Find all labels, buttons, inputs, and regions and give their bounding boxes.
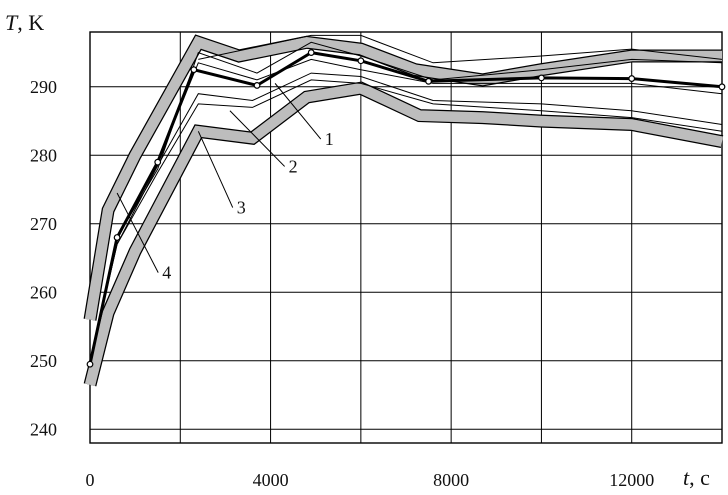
callout-leader-4 — [116, 192, 159, 273]
data-point — [357, 57, 365, 65]
x-axis-unit: , c — [689, 465, 710, 490]
callout-leader-2 — [229, 110, 285, 167]
band-lower-fill — [84, 82, 723, 387]
callout-leader-3 — [197, 131, 234, 208]
x-axis-label: t, c — [683, 465, 710, 490]
x-tick-labels: 0 4000 8000 12000 — [86, 470, 655, 490]
y-axis-variable: T — [5, 10, 19, 35]
data-point — [307, 49, 315, 56]
y-tick-labels: 240 250 260 270 280 290 — [30, 77, 57, 439]
thin-3-line — [89, 72, 723, 361]
thin-4-line — [89, 79, 723, 361]
callouts: 1 2 3 4 — [116, 83, 334, 283]
data-markers — [86, 49, 726, 368]
callout-label-1: 1 — [325, 129, 334, 149]
x-tick-label: 12000 — [609, 470, 654, 490]
callout-label-4: 4 — [162, 263, 171, 283]
data-point — [190, 66, 198, 74]
measured-line — [88, 51, 723, 365]
y-axis-unit: , K — [17, 10, 44, 35]
y-tick-label: 270 — [30, 214, 57, 234]
data-point — [113, 234, 121, 241]
band-upper-fill — [84, 35, 722, 321]
callout-leader-1 — [274, 83, 322, 140]
data-point — [86, 360, 94, 368]
callout-label-2: 2 — [289, 156, 298, 176]
data-point — [425, 77, 432, 85]
plot-frame — [89, 31, 723, 444]
x-axis-variable: t — [683, 465, 690, 490]
band-lower-outline — [83, 81, 724, 387]
y-tick-label: 260 — [30, 282, 57, 302]
uncertainty-band — [83, 34, 724, 387]
y-tick-label: 290 — [30, 77, 57, 97]
band-upper-outline — [83, 34, 722, 321]
y-axis-label: T, K — [5, 10, 44, 35]
grid — [89, 31, 723, 444]
x-tick-label: 4000 — [253, 470, 289, 490]
data-point — [538, 74, 545, 82]
callout-label-3: 3 — [237, 198, 246, 218]
x-tick-label: 8000 — [433, 470, 469, 490]
y-tick-label: 280 — [30, 145, 57, 165]
y-tick-label: 240 — [30, 419, 57, 439]
data-point — [718, 83, 726, 91]
data-point — [154, 158, 162, 166]
data-point — [628, 75, 636, 82]
thin-5-line — [198, 34, 723, 64]
x-tick-label: 0 — [86, 470, 95, 490]
data-point — [253, 82, 261, 89]
y-tick-label: 250 — [30, 351, 57, 371]
series-lines — [88, 34, 723, 365]
